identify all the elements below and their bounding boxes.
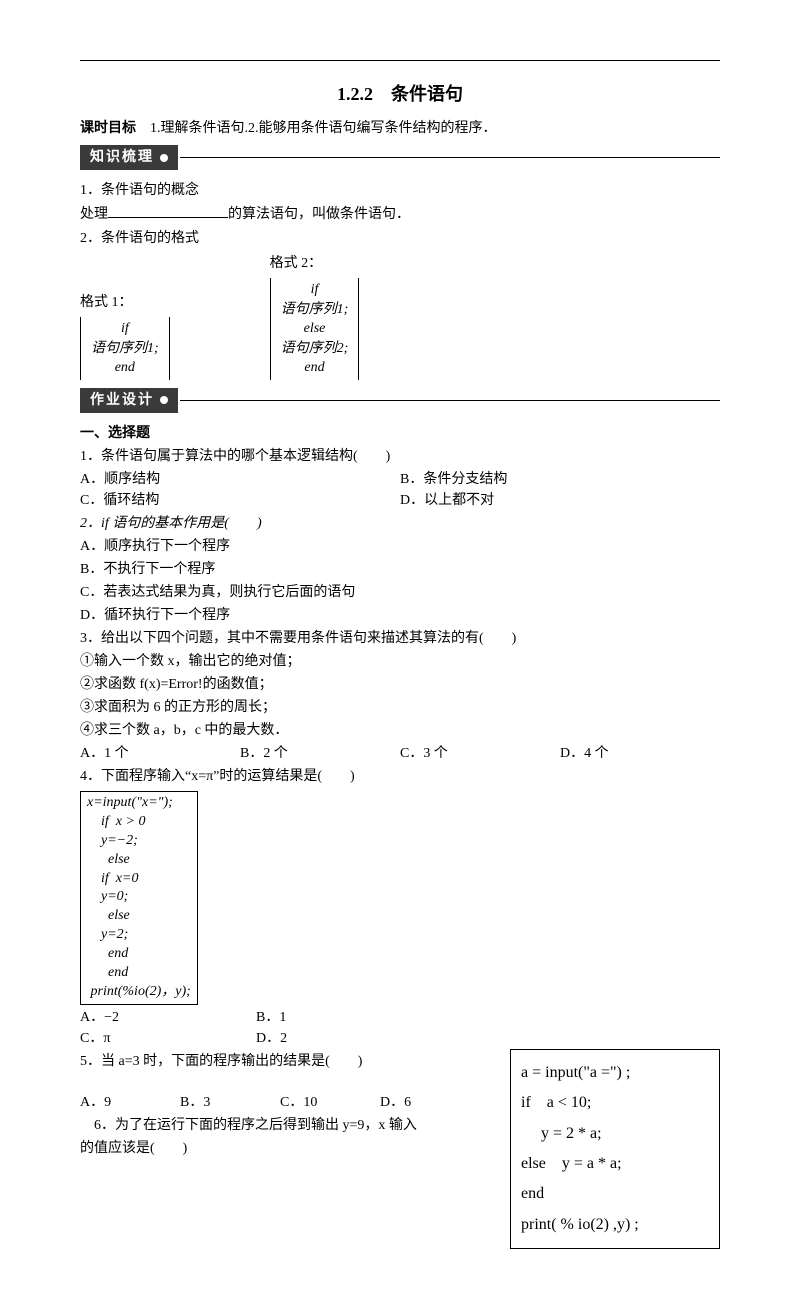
format1-box: if 语句序列1; end (80, 317, 170, 380)
fill-blank (108, 204, 228, 218)
q3: 3．给出以下四个问题，其中不需要用条件语句来描述其算法的有( ) (80, 628, 720, 649)
q2-optD: D．循环执行下一个程序 (80, 605, 720, 626)
side-l0: a = input("a =") ; (521, 1058, 709, 1088)
q4-code-l5: y=0; (87, 888, 191, 907)
q3-optD: D．4 个 (560, 743, 720, 764)
q5-q6-row: 5．当 a=3 时，下面的程序输出的结果是( ) A．9 B．3 C．10 D．… (80, 1049, 720, 1249)
q2-optC: C．若表达式结果为真，则执行它后面的语句 (80, 582, 720, 603)
q4-code-l2: y=−2; (87, 832, 191, 851)
q2: 2．if 语句的基本作用是( ) (80, 513, 720, 534)
q3-item1: ①输入一个数 x，输出它的绝对值； (80, 651, 720, 672)
section-knowledge-row: 知识梳理 (80, 145, 720, 170)
knowledge-p3: 2．条件语句的格式 (80, 228, 720, 249)
fmt2-l3: 语句序列2; (281, 339, 349, 359)
section-rule (180, 400, 720, 401)
q3-item3: ③求面积为 6 的正方形的周长； (80, 697, 720, 718)
fmt1-l2: end (91, 358, 159, 378)
q5-q6-left: 5．当 a=3 时，下面的程序输出的结果是( ) A．9 B．3 C．10 D．… (80, 1049, 480, 1161)
q1-opts-row1: A．顺序结构 B．条件分支结构 (80, 469, 720, 490)
knowledge-p2a: 处理 (80, 207, 108, 222)
fmt1-l0: if (91, 319, 159, 339)
q1: 1．条件语句属于算法中的哪个基本逻辑结构( ) (80, 446, 720, 467)
top-rule (80, 60, 720, 61)
q4: 4．下面程序输入“x=π”时的运算结果是( ) (80, 766, 720, 787)
format1-label: 格式 1： (80, 292, 170, 313)
section-homework-row: 作业设计 (80, 388, 720, 413)
q2-optB: B．不执行下一个程序 (80, 559, 720, 580)
side-l5: print( % io(2) ,y) ; (521, 1210, 709, 1240)
q4-optC: C．π (80, 1028, 256, 1049)
dot-icon (160, 154, 168, 162)
q4-code-l8: end (87, 945, 191, 964)
format2-box: if 语句序列1; else 语句序列2; end (270, 278, 360, 380)
q3-item4: ④求三个数 a，b，c 中的最大数． (80, 720, 720, 741)
q4-code-l10: print(%io(2)，y); (87, 983, 191, 1002)
q3-optC: C．3 个 (400, 743, 560, 764)
q4-code-l7: y=2; (87, 926, 191, 945)
side-l3: else y = a * a; (521, 1149, 709, 1179)
spacer (80, 1074, 480, 1092)
q4-code-l3: else (87, 851, 191, 870)
fmt1-l1: 语句序列1; (91, 339, 159, 359)
objective-text: 1.理解条件语句.2.能够用条件语句编写条件结构的程序． (136, 121, 497, 136)
q1-optD: D．以上都不对 (400, 490, 720, 511)
q3-optB: B．2 个 (240, 743, 400, 764)
q6-line2: 的值应该是( ) (80, 1138, 480, 1159)
format1-col: 格式 1： if 语句序列1; end (80, 292, 170, 380)
objective-line: 课时目标 1.理解条件语句.2.能够用条件语句编写条件结构的程序． (80, 118, 720, 139)
fmt2-l4: end (281, 358, 349, 378)
section-tag-knowledge: 知识梳理 (80, 145, 178, 170)
q4-code-l0: x=input("x="); (87, 794, 191, 813)
knowledge-p2: 处理 的算法语句，叫做条件语句． (80, 204, 720, 225)
page-title: 1.2.2 条件语句 (80, 81, 720, 108)
section-tag-homework-label: 作业设计 (90, 390, 154, 411)
q4-optA: A．−2 (80, 1007, 256, 1028)
side-l1: if a < 10; (521, 1088, 709, 1118)
dot-icon (160, 396, 168, 404)
heading-choice: 一、选择题 (80, 423, 720, 444)
q4-code-l4: if x=0 (87, 870, 191, 889)
section-rule (180, 157, 720, 158)
q1-optC: C．循环结构 (80, 490, 400, 511)
q3-item2: ②求函数 f(x)=Error!的函数值； (80, 674, 720, 695)
format2-col: 格式 2： if 语句序列1; else 语句序列2; end (270, 253, 360, 380)
q1-optB: B．条件分支结构 (400, 469, 720, 490)
format-row: 格式 1： if 语句序列1; end 格式 2： if 语句序列1; else… (80, 253, 720, 380)
q5-optD: D．6 (380, 1092, 480, 1113)
q4-code-l9: end (87, 964, 191, 983)
section-tag-homework: 作业设计 (80, 388, 178, 413)
q1-opts-row2: C．循环结构 D．以上都不对 (80, 490, 720, 511)
section-tag-knowledge-label: 知识梳理 (90, 147, 154, 168)
knowledge-p2b: 的算法语句，叫做条件语句． (228, 207, 410, 222)
q4-code-l6: else (87, 907, 191, 926)
fmt2-l0: if (281, 280, 349, 300)
format2-label: 格式 2： (270, 253, 360, 274)
side-programbox: a = input("a =") ; if a < 10; y = 2 * a;… (510, 1049, 720, 1249)
knowledge-p1: 1．条件语句的概念 (80, 180, 720, 201)
q4-codebox: x=input("x="); if x > 0 y=−2; else if x=… (80, 791, 198, 1005)
q1-optA: A．顺序结构 (80, 469, 400, 490)
q4-optB: B．1 (256, 1007, 432, 1028)
side-l2: y = 2 * a; (521, 1119, 709, 1149)
q5-opts: A．9 B．3 C．10 D．6 (80, 1092, 480, 1113)
side-l4: end (521, 1179, 709, 1209)
q5-optC: C．10 (280, 1092, 380, 1113)
q2-optA: A．顺序执行下一个程序 (80, 536, 720, 557)
q4-opts-row1: A．−2 B．1 (80, 1007, 432, 1028)
fmt2-l1: 语句序列1; (281, 300, 349, 320)
q4-optD: D．2 (256, 1028, 432, 1049)
objective-label: 课时目标 (80, 121, 136, 136)
q5: 5．当 a=3 时，下面的程序输出的结果是( ) (80, 1051, 480, 1072)
q4-opts-row2: C．π D．2 (80, 1028, 432, 1049)
q5-optA: A．9 (80, 1092, 180, 1113)
q3-opts: A．1 个 B．2 个 C．3 个 D．4 个 (80, 743, 720, 764)
q4-code-l1: if x > 0 (87, 813, 191, 832)
fmt2-l2: else (281, 319, 349, 339)
q3-optA: A．1 个 (80, 743, 240, 764)
q6-line1: 6．为了在运行下面的程序之后得到输出 y=9，x 输入 (80, 1115, 480, 1136)
q5-optB: B．3 (180, 1092, 280, 1113)
